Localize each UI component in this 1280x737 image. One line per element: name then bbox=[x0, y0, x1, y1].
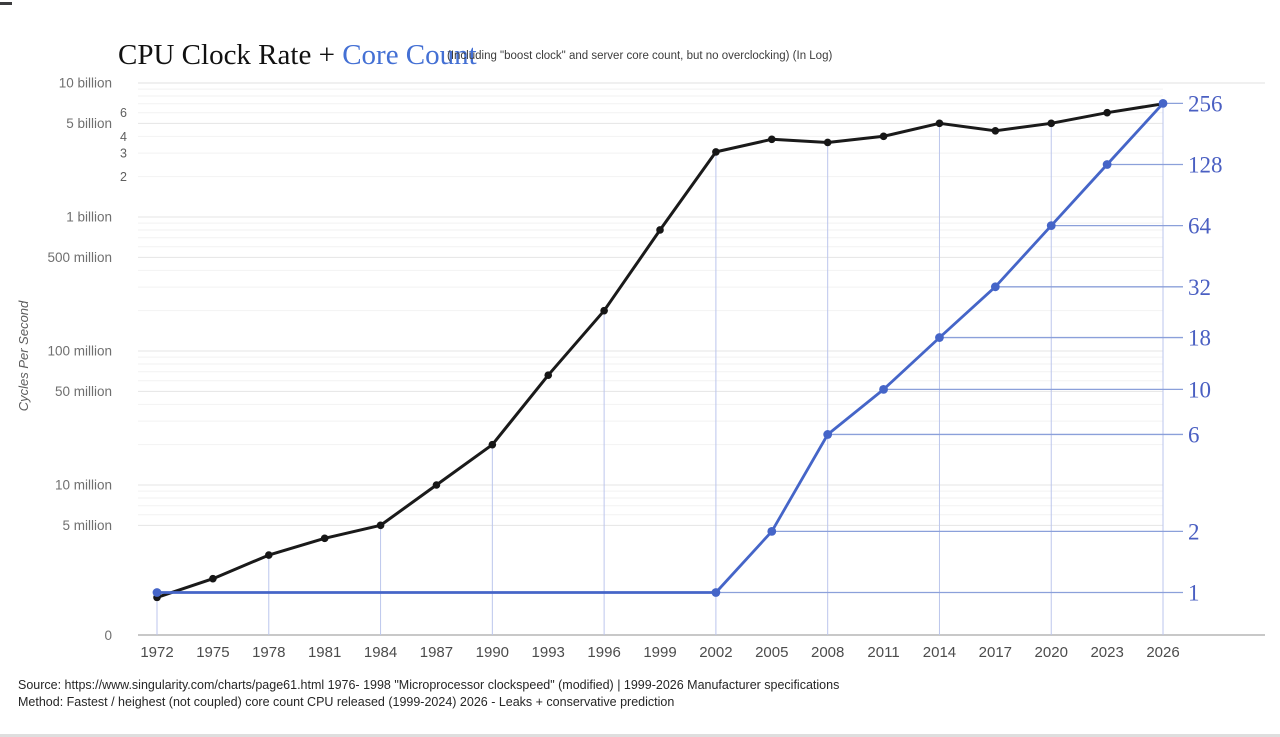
screen-edge-shadow-bottom bbox=[0, 734, 1280, 737]
data-series-layer bbox=[152, 98, 1168, 602]
right-axis-tick-label: 1 bbox=[1188, 581, 1200, 606]
chart-title-accent: Core Count bbox=[342, 39, 477, 71]
x-axis-tick-label: 2008 bbox=[811, 644, 844, 661]
clock-rate-point bbox=[209, 574, 217, 583]
chart-title-main: CPU Clock Rate + bbox=[118, 39, 342, 71]
core-count-point bbox=[1102, 160, 1112, 169]
right-axis-tick-label: 18 bbox=[1188, 326, 1211, 351]
clock-rate-point bbox=[320, 534, 329, 543]
right-axis-tick-label: 10 bbox=[1188, 377, 1211, 402]
left-axis-tick-label: 1 billion bbox=[66, 210, 112, 225]
clock-rate-point bbox=[991, 126, 1000, 135]
x-axis-tick-label: 1990 bbox=[476, 644, 509, 661]
x-axis-tick-label: 1978 bbox=[252, 644, 285, 661]
x-axis-tick-label: 2002 bbox=[699, 644, 732, 661]
x-axis-tick-label: 1975 bbox=[196, 644, 229, 661]
clock-rate-point bbox=[935, 119, 944, 128]
x-axis-tick-label: 1987 bbox=[420, 644, 453, 661]
x-axis-tick-label: 2011 bbox=[867, 644, 899, 661]
chart-subtitle: (Including "boost clock" and server core… bbox=[447, 50, 832, 62]
screen-edge-artifact-top-left bbox=[0, 2, 12, 5]
clock-rate-point bbox=[488, 440, 497, 449]
left-axis-tick-label: 5 billion bbox=[66, 116, 112, 131]
clock-rate-point bbox=[264, 551, 273, 559]
clock-rate-point bbox=[823, 138, 832, 147]
x-axis-tick-label: 1999 bbox=[643, 644, 676, 661]
right-axis-tick-label: 32 bbox=[1188, 275, 1211, 300]
clock-rate-point bbox=[767, 135, 776, 144]
left-axis-tick-label: 4 bbox=[120, 130, 127, 144]
core-count-point bbox=[1158, 98, 1168, 108]
left-axis-tick-label: 50 million bbox=[55, 384, 112, 399]
left-axis-tick-label: 6 bbox=[120, 106, 127, 120]
x-axis-tick-label: 2017 bbox=[979, 644, 1012, 661]
right-axis-tick-label: 6 bbox=[1188, 422, 1200, 447]
clock-rate-point bbox=[1047, 119, 1056, 128]
x-axis-tick-label: 1972 bbox=[140, 644, 173, 661]
core-count-point bbox=[990, 282, 1000, 292]
core-count-point bbox=[1046, 221, 1056, 231]
core-count-point bbox=[152, 588, 162, 597]
right-axis-tick-label: 256 bbox=[1188, 91, 1223, 116]
left-axis-tick-label: 10 million bbox=[55, 478, 112, 493]
clock-rate-point bbox=[544, 371, 553, 379]
left-axis-zero-label: 0 bbox=[104, 628, 112, 643]
footer-source-line: Source: https://www.singularity.com/char… bbox=[18, 678, 839, 692]
x-axis-tick-label: 1984 bbox=[364, 644, 397, 661]
core-count-point bbox=[879, 384, 888, 394]
left-axis-tick-label: 2 bbox=[120, 170, 127, 184]
right-axis-tick-label: 64 bbox=[1188, 214, 1212, 239]
left-axis-tick-label: 10 billion bbox=[59, 76, 112, 91]
x-axis-tick-label: 1981 bbox=[308, 644, 341, 661]
clock-rate-point bbox=[600, 306, 608, 315]
left-axis-tick-label: 500 million bbox=[47, 250, 112, 265]
gridline-layer bbox=[138, 82, 1265, 636]
left-axis-tick-label: 5 million bbox=[62, 518, 112, 533]
clock-rate-point bbox=[376, 521, 385, 530]
clock-rate-point bbox=[432, 481, 441, 489]
x-axis-tick-label: 2020 bbox=[1035, 644, 1068, 661]
x-axis-tick-label: 1993 bbox=[532, 644, 565, 661]
x-axis-tick-label: 2014 bbox=[923, 644, 956, 661]
core-count-point bbox=[767, 526, 777, 536]
clock-rate-point bbox=[1103, 108, 1111, 117]
right-axis-tick-label: 2 bbox=[1188, 519, 1200, 544]
x-axis-tick-label: 2005 bbox=[755, 644, 788, 661]
y-axis-title: Cycles Per Second bbox=[16, 300, 31, 411]
left-axis-tick-label: 100 million bbox=[47, 344, 112, 359]
core-count-point bbox=[711, 588, 721, 597]
guide-line-layer bbox=[156, 102, 1183, 635]
core-count-point bbox=[823, 430, 833, 439]
clock-rate-point bbox=[656, 226, 664, 234]
footer-method-line: Method: Fastest / heighest (not coupled)… bbox=[18, 695, 674, 709]
clock-rate-point bbox=[712, 148, 720, 156]
chart-title: CPU Clock Rate + Core Count bbox=[118, 39, 477, 71]
left-axis-tick-label: 3 bbox=[120, 147, 127, 161]
clock-rate-point bbox=[879, 132, 888, 141]
core-count-point bbox=[935, 333, 944, 342]
x-axis-tick-label: 1996 bbox=[587, 644, 620, 661]
right-axis-tick-label: 128 bbox=[1188, 153, 1223, 178]
x-axis-tick-label: 2026 bbox=[1146, 644, 1179, 661]
x-axis-tick-label: 2023 bbox=[1090, 644, 1123, 661]
